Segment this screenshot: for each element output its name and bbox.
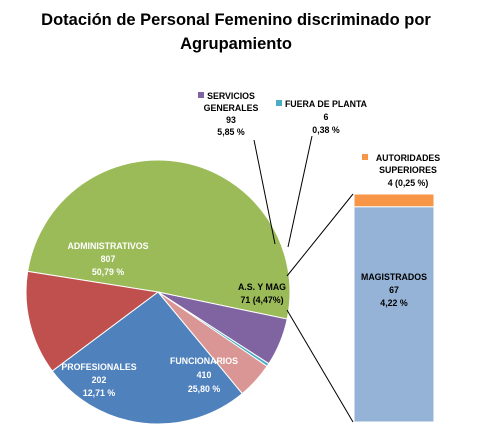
connector-lines — [253, 135, 354, 423]
label-fuera-value: 6 — [324, 112, 329, 122]
pie-slice-funcionarios — [51, 291, 243, 425]
label-fuera-pct: 0,38 % — [312, 125, 340, 135]
label-funcionarios-pct: 25,80 % — [188, 384, 220, 394]
label-admin-pct: 50,79 % — [92, 267, 124, 277]
label-fuera-name: FUERA DE PLANTA — [285, 99, 368, 109]
label-profesionales-name: PROFESIONALES — [61, 362, 136, 372]
leader-servicios — [253, 139, 276, 245]
label-profesionales-value: 202 — [92, 375, 107, 385]
label-asmag-value: 71 (4,47%) — [240, 295, 283, 305]
pie-slice-administrativos — [27, 159, 291, 320]
pie-slice-profesionales — [25, 270, 160, 372]
bar-connector-bottom — [286, 309, 354, 423]
chart-title-line1: Dotación de Personal Femenino discrimina… — [41, 11, 431, 29]
bar-segment-autoridades-superiores — [353, 193, 435, 208]
label-magistrados-pct: 4,22 % — [380, 298, 408, 308]
label-asmag-name: A.S. Y MAG — [238, 282, 286, 292]
legend-key-servicios — [198, 92, 204, 98]
bar-segment-magistrados — [353, 206, 435, 423]
label-autoridades-value: 4 (0,25 %) — [388, 178, 429, 188]
leader-fuera — [287, 135, 313, 248]
label-admin-name: ADMINISTRATIVOS — [68, 241, 149, 251]
label-servicios-name-1: SERVICIOS — [207, 91, 255, 101]
chart-title-line2: Agrupamiento — [180, 35, 292, 53]
label-profesionales-pct: 12,71 % — [83, 388, 115, 398]
label-magistrados-name: MAGISTRADOS — [361, 272, 427, 282]
legend-key-fuera — [276, 100, 282, 106]
label-servicios-name-2: GENERALES — [204, 103, 259, 113]
label-autoridades-name-1: AUTORIDADES — [376, 153, 440, 163]
label-autoridades-name-2: SUPERIORES — [379, 165, 437, 175]
label-funcionarios-name: FUNCIONARIOS — [170, 356, 238, 366]
label-magistrados-value: 67 — [389, 285, 399, 295]
breakdown-bar — [353, 193, 435, 423]
label-servicios-pct: 5,85 % — [217, 127, 245, 137]
pie-slices — [25, 159, 291, 425]
label-admin-value: 807 — [101, 254, 116, 264]
label-servicios-value: 93 — [226, 115, 236, 125]
label-funcionarios-value: 410 — [197, 370, 212, 380]
legend-key-autoridades — [362, 154, 368, 160]
bar-connector-top — [286, 193, 354, 277]
